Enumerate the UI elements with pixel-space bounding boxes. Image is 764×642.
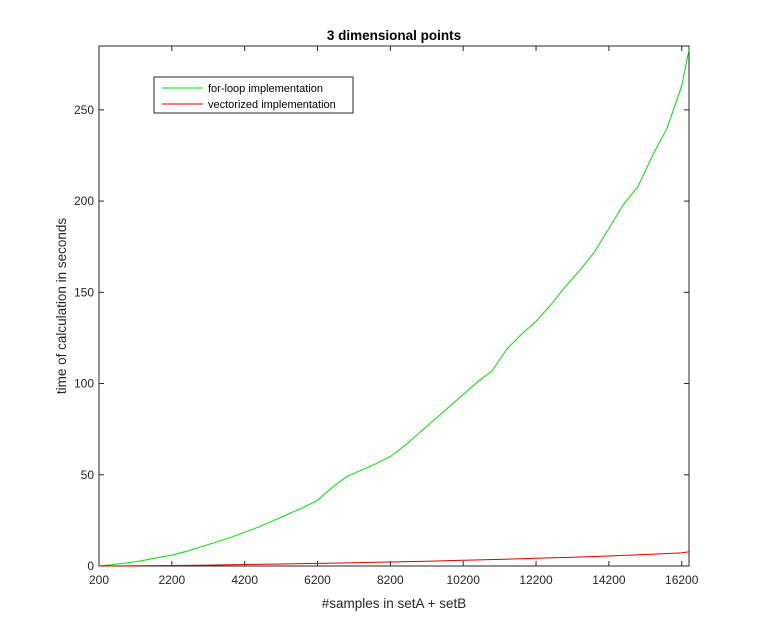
y-tick-label: 200 xyxy=(74,194,94,208)
chart-title: 3 dimensional points xyxy=(327,28,461,43)
x-tick-label: 14200 xyxy=(592,573,626,587)
y-tick-label: 0 xyxy=(87,559,94,573)
x-tick-label: 6200 xyxy=(304,573,331,587)
legend: for-loop implementation vectorized imple… xyxy=(153,76,354,114)
x-tick-label: 10200 xyxy=(447,573,481,587)
y-tick-label: 100 xyxy=(74,377,94,391)
y-tick-label: 50 xyxy=(81,468,95,482)
x-tick-label: 2200 xyxy=(158,573,185,587)
series-layer xyxy=(98,49,690,567)
x-tick-label: 200 xyxy=(89,573,109,587)
legend-entry-vectorized: vectorized implementation xyxy=(208,99,336,111)
series-line-vectorized xyxy=(98,551,690,567)
x-axis-label: #samples in setA + setB xyxy=(322,596,466,611)
x-tick-label: 16200 xyxy=(665,573,699,587)
x-tick-label: 4200 xyxy=(231,573,258,587)
y-tick-label: 250 xyxy=(74,103,94,117)
legend-box xyxy=(153,76,354,114)
series-line-for-loop xyxy=(98,49,690,567)
y-axis-ticks: 0 50 100 150 200 250 xyxy=(74,103,689,573)
x-axis-ticks: 200 2200 4200 6200 8200 10200 12200 14200 16200 xyxy=(89,46,699,587)
x-tick-label: 12200 xyxy=(519,573,553,587)
y-axis-label: time of calculation in seconds xyxy=(54,218,69,395)
y-tick-label: 150 xyxy=(74,285,94,299)
legend-entry-for-loop: for-loop implementation xyxy=(208,83,323,95)
axes-box xyxy=(98,45,690,567)
x-tick-label: 8200 xyxy=(377,573,404,587)
